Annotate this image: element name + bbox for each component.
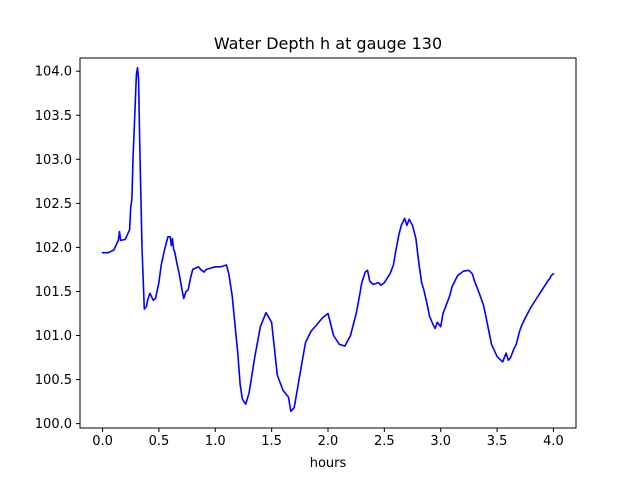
x-tick-label: 4.0	[543, 434, 564, 449]
y-tick-label: 102.0	[35, 241, 72, 256]
series-line	[101, 66, 555, 413]
x-tick-label: 2.5	[374, 434, 395, 449]
series-layer	[101, 66, 555, 413]
y-tick-label: 100.0	[35, 417, 72, 432]
y-tick-label: 102.5	[35, 197, 72, 212]
plot-area	[80, 58, 576, 428]
x-tick-label: 3.0	[430, 434, 451, 449]
x-axis-label: hours	[310, 456, 347, 471]
x-tick-label: 1.5	[261, 434, 282, 449]
chart-title: Water Depth h at gauge 130	[214, 34, 442, 53]
y-tick-label: 101.5	[35, 285, 72, 300]
y-axis-ticks: 100.0 100.5 101.0 101.5 102.0 102.5 103.0 103.5…	[35, 65, 80, 432]
plot-frame	[79, 57, 577, 429]
y-tick-label: 100.5	[35, 373, 72, 388]
x-tick-label: 1.0	[205, 434, 226, 449]
x-tick-label: 3.5	[487, 434, 508, 449]
x-tick-label: 0.5	[149, 434, 170, 449]
y-tick-label: 103.5	[35, 109, 72, 124]
y-tick-label: 104.0	[35, 65, 72, 80]
y-tick-label: 103.0	[35, 153, 72, 168]
x-tick-label: 0.0	[92, 434, 113, 449]
x-tick-label: 2.0	[318, 434, 339, 449]
x-axis-ticks: 0.0 0.5 1.0 1.5 2.0 2.5 3.0 3.5 4.0	[92, 428, 564, 449]
y-tick-label: 101.0	[35, 329, 72, 344]
